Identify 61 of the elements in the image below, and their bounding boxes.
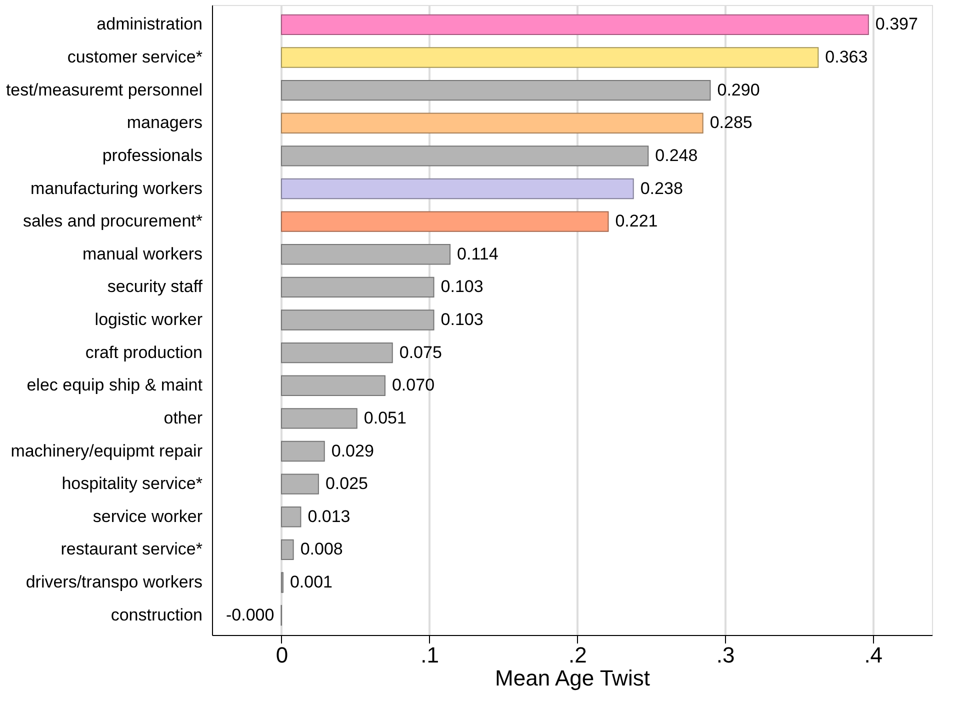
data-label: 0.397 xyxy=(875,14,918,34)
y-tick-label: other xyxy=(164,408,203,428)
y-tick-label: hospitality service* xyxy=(62,474,203,494)
data-label: 0.290 xyxy=(717,80,760,100)
y-tick-label: managers xyxy=(126,113,202,132)
data-label: -0.000 xyxy=(226,605,274,624)
data-label: 0.103 xyxy=(440,310,484,329)
bar xyxy=(280,474,319,494)
bar xyxy=(280,342,393,364)
x-tick-label: .4 xyxy=(864,642,883,668)
x-axis-title: Mean Age Twist xyxy=(495,666,650,690)
bar xyxy=(280,146,649,166)
data-label: 0.221 xyxy=(615,212,658,231)
data-label: 0.013 xyxy=(308,506,350,526)
bar xyxy=(280,244,451,265)
data-label: 0.008 xyxy=(300,540,343,559)
bar xyxy=(280,80,711,101)
data-label: 0.025 xyxy=(325,474,368,494)
data-label: 0.114 xyxy=(457,244,498,264)
x-tick-label: .3 xyxy=(716,642,735,668)
data-label: 0.363 xyxy=(825,48,868,66)
y-tick-label: elec equip ship & maint xyxy=(26,376,203,395)
data-label: 0.248 xyxy=(655,146,698,165)
y-tick-label: service worker xyxy=(92,506,203,526)
y-tick-label: manufacturing workers xyxy=(30,178,202,198)
y-tick-label: construction xyxy=(110,605,202,624)
data-label: 0.070 xyxy=(392,376,435,395)
bar xyxy=(280,112,704,134)
y-tick-label: manual workers xyxy=(82,244,202,264)
x-tick-label: .1 xyxy=(420,642,440,668)
bar xyxy=(280,440,325,462)
y-tick-label: professionals xyxy=(102,146,202,165)
y-tick-label: drivers/transpo workers xyxy=(26,572,202,592)
bar xyxy=(280,276,434,298)
y-tick-label: test/measuremt personnel xyxy=(6,80,202,100)
data-label: 0.051 xyxy=(364,408,406,428)
bar xyxy=(280,14,869,36)
x-tick-label: 0 xyxy=(276,642,288,668)
data-label: 0.238 xyxy=(640,178,683,198)
y-tick-label: sales and procurement* xyxy=(22,212,203,231)
y-tick-label: logistic worker xyxy=(94,310,203,329)
data-label: 0.103 xyxy=(440,277,484,296)
bar xyxy=(280,506,302,528)
bar xyxy=(280,408,358,429)
bar xyxy=(280,47,819,68)
y-tick-label: restaurant service* xyxy=(60,540,203,559)
bar xyxy=(280,211,609,232)
x-tick-label: .2 xyxy=(568,642,587,668)
y-tick-label: machinery/equipmt repair xyxy=(10,441,203,460)
bar xyxy=(280,375,386,396)
data-label: 0.075 xyxy=(399,342,442,362)
data-label: 0.029 xyxy=(331,441,374,460)
y-tick-label: administration xyxy=(96,14,202,34)
y-tick-label: craft production xyxy=(85,342,202,362)
y-tick-label: security staff xyxy=(107,277,203,296)
y-tick-label: customer service* xyxy=(67,48,203,66)
bar xyxy=(280,539,294,560)
bar xyxy=(280,310,434,330)
bar xyxy=(280,178,634,200)
data-label: 0.285 xyxy=(710,113,752,132)
data-label: 0.001 xyxy=(290,572,333,592)
